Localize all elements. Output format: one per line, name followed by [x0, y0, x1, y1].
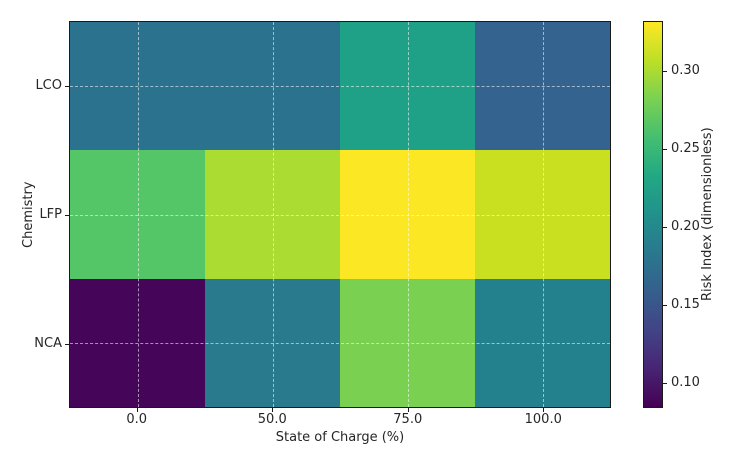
x-axis-label: State of Charge (%): [275, 430, 405, 445]
y-tick-label: LFP: [39, 206, 62, 222]
colorbar-tick-label: 0.10: [671, 375, 700, 391]
colorbar-tick-label: 0.30: [671, 62, 700, 78]
x-tick-label: 0.0: [126, 412, 148, 427]
y-tick-mark: [65, 85, 69, 87]
colorbar-label: Risk Index (dimensionless): [700, 127, 715, 302]
gridline-horizontal: [70, 342, 610, 344]
y-tick-label: NCA: [34, 335, 62, 351]
y-tick-label: LCO: [35, 77, 62, 93]
colorbar: [643, 21, 663, 408]
x-tick-label: 100.0: [524, 412, 562, 427]
x-tick-mark: [136, 408, 138, 412]
colorbar-tick-mark: [663, 70, 667, 72]
gridline-horizontal: [70, 86, 610, 88]
colorbar-tick-label: 0.20: [671, 218, 700, 234]
colorbar-tick-label: 0.25: [671, 140, 700, 156]
colorbar-tick-mark: [663, 305, 667, 306]
x-tick-label: 50.0: [257, 412, 287, 427]
x-tick-mark: [407, 408, 409, 412]
heatmap-plot: [69, 21, 611, 408]
x-tick-label: 75.0: [393, 412, 423, 427]
y-tick-mark: [65, 343, 69, 345]
y-tick-mark: [65, 214, 69, 216]
colorbar-tick-mark: [663, 148, 667, 150]
colorbar-tick-mark: [663, 226, 667, 228]
colorbar-tick-label: 0.15: [671, 297, 700, 312]
gridline-horizontal: [70, 214, 610, 216]
x-tick-mark: [272, 408, 274, 412]
x-tick-mark: [543, 408, 545, 412]
colorbar-tick-mark: [663, 383, 667, 385]
